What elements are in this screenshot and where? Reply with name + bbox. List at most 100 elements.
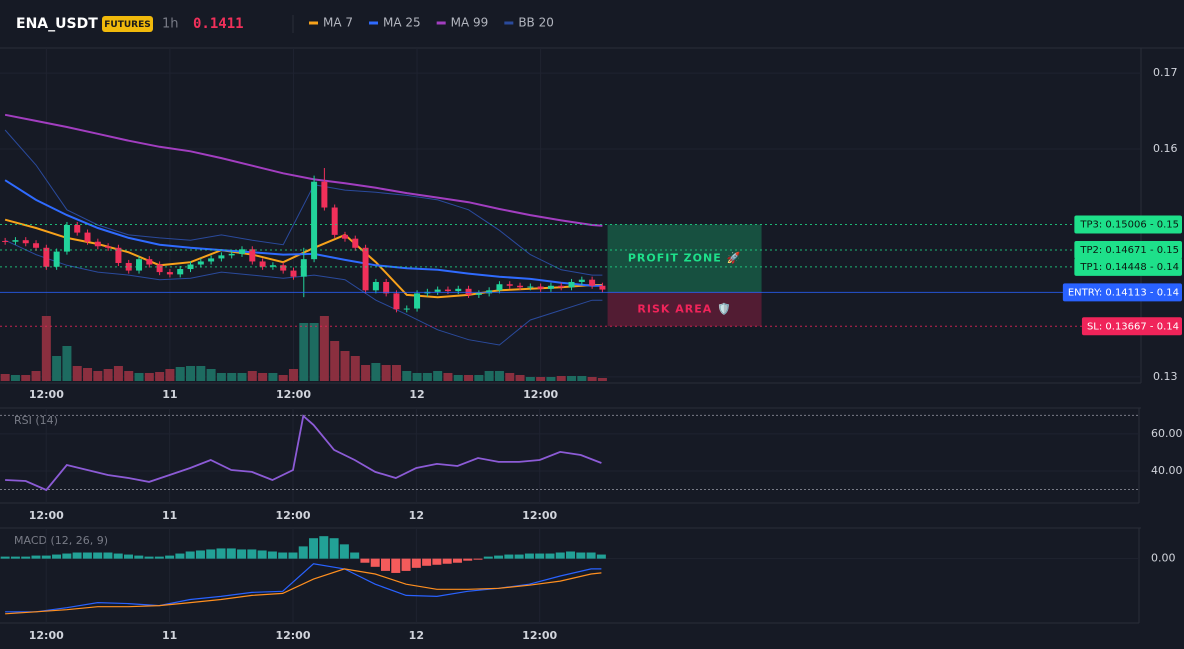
histogram-bar — [165, 555, 175, 559]
histogram-bar — [41, 555, 51, 559]
x-tick-label: 12:00 — [29, 629, 64, 642]
volume-bar — [536, 377, 546, 381]
legend-label: BB 20 — [518, 16, 554, 30]
candle-body — [547, 285, 554, 289]
candle-body — [331, 207, 338, 235]
candle-body — [43, 247, 50, 267]
histogram-bar — [350, 552, 360, 559]
x-tick-label: 12 — [409, 388, 424, 401]
candle-body — [486, 290, 493, 294]
volume-bar — [288, 369, 298, 381]
volume-bar — [268, 373, 278, 381]
candle-body — [341, 234, 348, 239]
candle-body — [414, 293, 421, 309]
candle-body — [238, 249, 245, 254]
x-tick-label: 12:00 — [523, 388, 558, 401]
volume-bar — [206, 369, 216, 381]
y-tick-label: 0.16 — [1153, 142, 1178, 155]
candle-body — [578, 279, 585, 282]
volume-bar — [113, 366, 123, 381]
histogram-bar — [278, 552, 288, 559]
candle-body — [506, 284, 513, 286]
histogram-bar — [329, 538, 339, 559]
level-tag — [1081, 317, 1182, 336]
histogram-bar — [339, 544, 349, 559]
y-tick-label: 0.13 — [1153, 370, 1178, 383]
candle-body — [300, 259, 307, 277]
legend-label: MA 25 — [383, 16, 421, 30]
histogram-bar — [452, 558, 462, 563]
histogram-bar — [175, 553, 185, 559]
volume-bar — [371, 363, 381, 381]
badge: FUTURES — [104, 20, 150, 30]
candle-body — [280, 265, 287, 271]
candle-body — [156, 264, 163, 273]
candle-body — [208, 258, 215, 262]
volume-bar — [124, 371, 134, 381]
histogram-bar — [123, 554, 133, 559]
volume-bar — [412, 373, 422, 381]
histogram-bar — [494, 555, 504, 559]
volume-bar — [134, 373, 144, 381]
zone — [607, 224, 762, 293]
volume-bar — [443, 373, 453, 381]
volume-bar — [186, 366, 196, 381]
zone — [607, 292, 762, 327]
volume-bar — [93, 371, 103, 381]
candle-body — [290, 270, 297, 277]
histogram-bar — [154, 556, 164, 559]
candle-body — [444, 289, 451, 292]
x-tick-label: 12:00 — [522, 629, 557, 642]
level-tag — [1062, 283, 1182, 302]
badge-bg — [102, 16, 153, 32]
volume-bar — [309, 323, 319, 381]
histogram-bar — [514, 554, 524, 559]
histogram-bar — [195, 550, 205, 559]
candle-body — [12, 240, 19, 242]
volume-bar — [330, 341, 340, 381]
histogram-bar — [586, 552, 596, 559]
candle-body — [53, 251, 60, 267]
candle-body — [177, 269, 184, 275]
candle-body — [125, 262, 132, 271]
histogram-bar — [216, 548, 226, 559]
histogram-bar — [72, 552, 82, 559]
candle-body — [115, 247, 122, 263]
histogram-bar — [82, 552, 92, 559]
x-tick-label: 11 — [162, 629, 177, 642]
volume-bar — [41, 316, 51, 381]
volume-bar — [103, 369, 113, 381]
candle-body — [74, 224, 81, 233]
volume-bar — [515, 375, 525, 381]
volume-bar — [340, 351, 350, 381]
x-tick-label: 12:00 — [29, 388, 64, 401]
legend-label: MA 7 — [323, 16, 353, 30]
x-tick-label: 11 — [162, 509, 177, 522]
histogram-bar — [288, 552, 298, 559]
x-tick-label: 12 — [409, 509, 424, 522]
histogram-bar — [298, 546, 308, 559]
volume-bar — [484, 371, 494, 381]
volume-bar — [196, 366, 206, 381]
candle-body — [465, 288, 472, 295]
histogram-bar — [432, 558, 442, 565]
level-label: ENTRY: 0.14113 - 0.14 — [1068, 287, 1179, 298]
last-price: 0.1411 — [193, 16, 244, 32]
volume-bar — [597, 378, 607, 381]
volume-bar — [474, 375, 484, 381]
level-label: SL: 0.13667 - 0.14 — [1087, 321, 1179, 332]
histogram-bar — [309, 538, 319, 559]
zone-label: PROFIT ZONE 🚀 — [628, 251, 741, 264]
candle-body — [259, 261, 266, 267]
histogram-bar — [473, 558, 483, 560]
volume-bar — [453, 375, 463, 381]
pane-title: RSI (14) — [14, 414, 58, 427]
volume-bar — [505, 373, 515, 381]
histogram-bar — [566, 551, 576, 559]
candle-body — [22, 240, 29, 244]
volume-bar — [525, 377, 535, 381]
symbol: ENA_USDT — [16, 16, 98, 32]
x-tick-label: 12:00 — [29, 509, 64, 522]
volume-bar — [319, 316, 329, 381]
macd-line — [5, 563, 602, 613]
